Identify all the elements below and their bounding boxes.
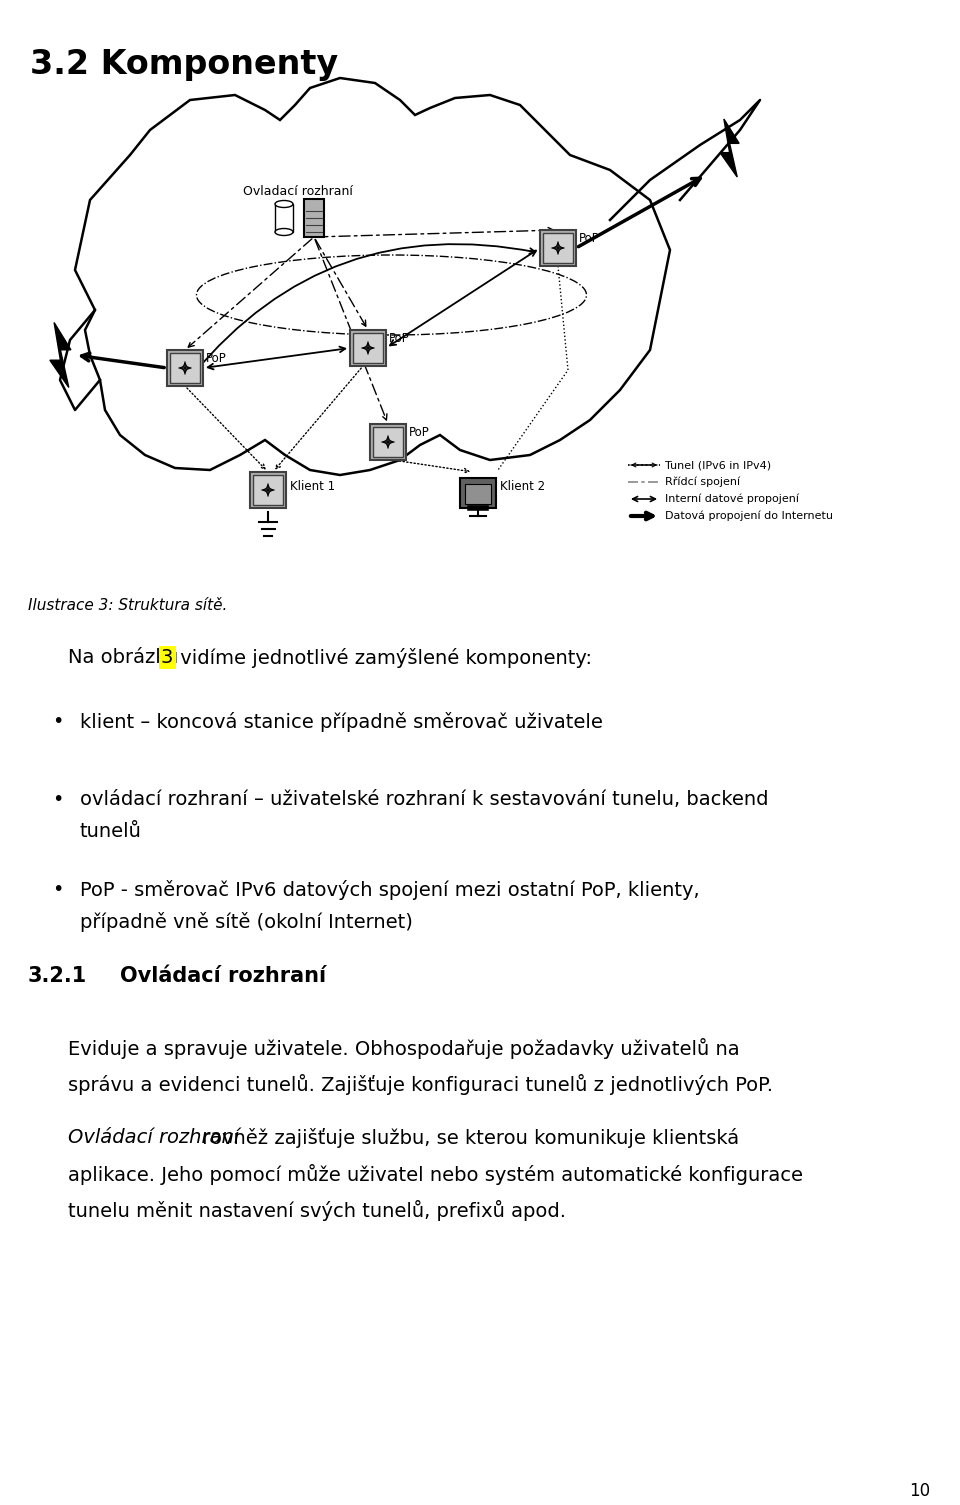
FancyBboxPatch shape xyxy=(540,230,576,266)
FancyBboxPatch shape xyxy=(350,330,386,366)
FancyBboxPatch shape xyxy=(465,485,491,504)
FancyBboxPatch shape xyxy=(275,205,293,232)
Text: PoP: PoP xyxy=(409,426,430,439)
Text: PoP: PoP xyxy=(206,352,227,366)
Circle shape xyxy=(455,185,645,375)
Polygon shape xyxy=(720,119,739,178)
Text: 3: 3 xyxy=(161,649,174,667)
Ellipse shape xyxy=(275,200,293,208)
Text: ovládací rozhraní – uživatelské rozhraní k sestavování tunelu, backend: ovládací rozhraní – uživatelské rozhraní… xyxy=(80,790,769,810)
Text: •: • xyxy=(52,880,63,898)
Text: Ilustrace 3: Struktura sítě.: Ilustrace 3: Struktura sítě. xyxy=(28,597,228,613)
Circle shape xyxy=(310,140,550,379)
Polygon shape xyxy=(50,322,71,387)
Text: Eviduje a spravuje uživatele. Obhospodařuje požadavky uživatelů na: Eviduje a spravuje uživatele. Obhospodař… xyxy=(68,1038,739,1060)
Text: Datová propojení do Internetu: Datová propojení do Internetu xyxy=(665,510,833,521)
Text: Klient 2: Klient 2 xyxy=(500,480,545,494)
Text: 3.2 Komponenty: 3.2 Komponenty xyxy=(30,48,338,81)
FancyBboxPatch shape xyxy=(170,354,200,382)
Text: tunelů: tunelů xyxy=(80,822,142,841)
Circle shape xyxy=(130,60,300,230)
FancyBboxPatch shape xyxy=(253,476,283,506)
Circle shape xyxy=(250,26,430,205)
Text: Ovládací rozhraní: Ovládací rozhraní xyxy=(120,966,326,986)
FancyBboxPatch shape xyxy=(543,233,573,263)
Text: PoP: PoP xyxy=(579,232,600,245)
PathPatch shape xyxy=(75,78,670,476)
FancyBboxPatch shape xyxy=(460,479,496,509)
Text: Na obrázku: Na obrázku xyxy=(68,649,184,667)
FancyBboxPatch shape xyxy=(304,199,324,236)
Text: Klient 1: Klient 1 xyxy=(290,480,335,494)
FancyBboxPatch shape xyxy=(370,424,406,461)
Text: •: • xyxy=(52,712,63,731)
Text: 10: 10 xyxy=(909,1482,930,1500)
Circle shape xyxy=(100,181,300,379)
Circle shape xyxy=(510,140,650,280)
FancyBboxPatch shape xyxy=(373,427,403,458)
Text: Ovladací rozhraní: Ovladací rozhraní xyxy=(243,185,353,199)
Text: vidíme jednotlivé zamýšlené komponenty:: vidíme jednotlivé zamýšlené komponenty: xyxy=(174,649,592,668)
Text: tunelu měnit nastavení svých tunelů, prefixů apod.: tunelu měnit nastavení svých tunelů, pre… xyxy=(68,1199,566,1221)
Text: správu a evidenci tunelů. Zajišťuje konfiguraci tunelů z jednotlivých PoP.: správu a evidenci tunelů. Zajišťuje konf… xyxy=(68,1075,773,1096)
Text: Ovládací rozhraní: Ovládací rozhraní xyxy=(68,1129,239,1147)
Ellipse shape xyxy=(275,229,293,235)
Text: 3.2.1: 3.2.1 xyxy=(28,966,87,986)
Text: •: • xyxy=(52,790,63,810)
FancyBboxPatch shape xyxy=(167,351,203,385)
FancyBboxPatch shape xyxy=(353,333,383,363)
Text: rovněž zajišťuje službu, se kterou komunikuje klientská: rovněž zajišťuje službu, se kterou komun… xyxy=(196,1129,739,1148)
Text: klient – koncová stanice případně směrovač uživatele: klient – koncová stanice případně směrov… xyxy=(80,712,603,731)
FancyBboxPatch shape xyxy=(250,473,286,509)
Text: Rřídcí spojení: Rřídcí spojení xyxy=(665,477,740,488)
Text: PoP - směrovač IPv6 datových spojení mezi ostatní PoP, klienty,: PoP - směrovač IPv6 datových spojení me… xyxy=(80,880,700,900)
Text: aplikace. Jeho pomocí může uživatel nebo systém automatické konfigurace: aplikace. Jeho pomocí může uživatel nebo… xyxy=(68,1163,803,1184)
Circle shape xyxy=(405,74,555,223)
Circle shape xyxy=(180,120,440,379)
Text: Tunel (IPv6 in IPv4): Tunel (IPv6 in IPv4) xyxy=(665,461,771,470)
Text: případně vně sítě (okolní Internet): případně vně sítě (okolní Internet) xyxy=(80,912,413,932)
Text: PoP: PoP xyxy=(389,333,410,345)
Text: Interní datové propojení: Interní datové propojení xyxy=(665,494,799,504)
